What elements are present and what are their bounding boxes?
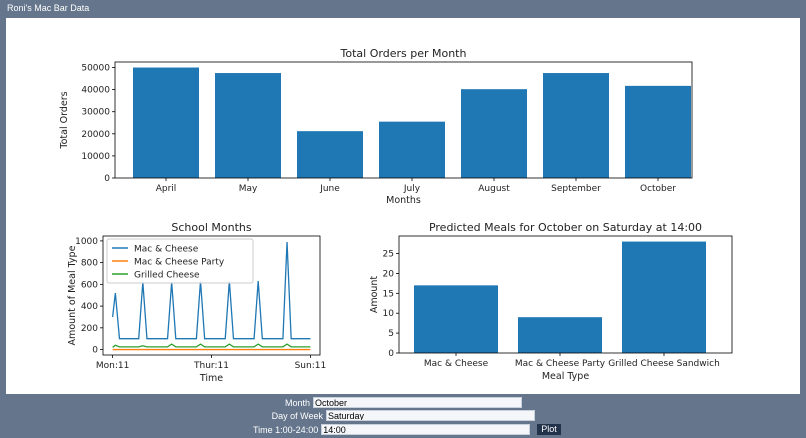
y-tick-label: 20000 bbox=[81, 130, 110, 140]
x-tick-label: Mac & Cheese Party bbox=[515, 359, 606, 369]
y-tick-label: 5 bbox=[388, 329, 394, 339]
y-tick-label: 400 bbox=[81, 302, 98, 312]
y-tick-label: 15 bbox=[383, 289, 394, 299]
chart-title: Predicted Meals for October on Saturday … bbox=[429, 221, 702, 234]
x-tick-label: Mon:11 bbox=[96, 361, 129, 371]
axes-frame bbox=[102, 235, 321, 356]
bar-mac-cheese bbox=[414, 285, 498, 353]
bar-october bbox=[625, 85, 691, 178]
x-axis-label: Time bbox=[199, 373, 223, 384]
month-row: Month bbox=[285, 397, 522, 408]
y-tick-label: 25 bbox=[383, 250, 394, 260]
window-title: Roni's Mac Bar Data bbox=[7, 3, 90, 13]
bar-july bbox=[379, 121, 445, 178]
legend-label: Mac & Cheese Party bbox=[134, 258, 225, 268]
axes-frame bbox=[114, 61, 693, 179]
y-tick-label: 40000 bbox=[81, 86, 110, 96]
y-tick-label: 1000 bbox=[75, 237, 98, 247]
month-label: Month bbox=[284, 397, 310, 408]
y-tick-label: 0 bbox=[388, 349, 394, 359]
series-line-grilled-cheese bbox=[112, 343, 311, 348]
legend bbox=[106, 238, 254, 284]
x-axis-label: Meal Type bbox=[542, 371, 589, 382]
y-tick-label: 800 bbox=[81, 259, 98, 269]
y-tick-label: 0 bbox=[104, 174, 110, 184]
y-tick-label: 0 bbox=[92, 346, 98, 356]
y-tick-label: 50000 bbox=[81, 64, 110, 74]
x-tick-label: September bbox=[551, 184, 601, 194]
bar-april bbox=[133, 67, 199, 178]
x-tick-label: October bbox=[640, 184, 676, 194]
y-tick-label: 600 bbox=[81, 280, 98, 290]
month-input[interactable] bbox=[313, 397, 522, 408]
y-axis-label: Total Orders bbox=[59, 91, 70, 149]
chart-title: School Months bbox=[171, 221, 251, 234]
x-tick-label: May bbox=[239, 184, 258, 194]
x-tick-label: June bbox=[319, 184, 340, 194]
bar-june bbox=[297, 131, 363, 178]
x-tick-label: April bbox=[156, 184, 177, 194]
day-row: Day of Week bbox=[272, 410, 535, 421]
legend-label: Grilled Cheese bbox=[134, 271, 200, 281]
chart-title: Total Orders per Month bbox=[340, 47, 467, 60]
x-axis-label: Months bbox=[386, 195, 421, 206]
axes-frame bbox=[398, 235, 733, 354]
series-line-mac-cheese bbox=[111, 241, 311, 340]
time-row: Time 1:00-24:00 Plot bbox=[253, 424, 561, 435]
x-tick-label: Grilled Cheese Sandwich bbox=[608, 359, 720, 369]
y-axis-label: Amount bbox=[369, 276, 380, 314]
legend-label: Mac & Cheese bbox=[134, 245, 199, 255]
time-input[interactable] bbox=[321, 424, 531, 435]
bar-august bbox=[461, 89, 527, 178]
bar-may bbox=[215, 73, 281, 178]
y-tick-label: 10 bbox=[383, 309, 395, 319]
bar-september bbox=[543, 73, 609, 178]
y-tick-label: 20 bbox=[383, 269, 395, 279]
x-tick-label: Mac & Cheese bbox=[424, 359, 489, 369]
y-tick-label: 200 bbox=[81, 324, 98, 334]
day-label: Day of Week bbox=[271, 410, 323, 421]
x-tick-label: Sun:11 bbox=[295, 361, 327, 371]
x-tick-label: July bbox=[403, 184, 421, 194]
time-label: Time 1:00-24:00 bbox=[253, 424, 319, 435]
x-tick-label: August bbox=[478, 184, 510, 194]
y-axis-label: Amount of Meal Type bbox=[67, 245, 78, 345]
bar-mac-cheese-party bbox=[518, 317, 602, 353]
y-tick-label: 30000 bbox=[81, 108, 110, 118]
x-tick-label: Thur:11 bbox=[193, 361, 229, 371]
y-tick-label: 10000 bbox=[81, 152, 110, 162]
day-input[interactable] bbox=[326, 410, 535, 421]
plot-button[interactable]: Plot bbox=[537, 424, 561, 435]
bar-grilled-cheese-sandwich bbox=[622, 241, 706, 353]
